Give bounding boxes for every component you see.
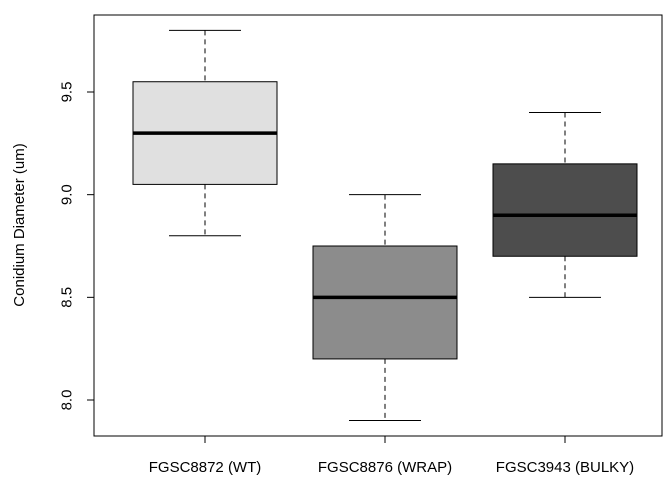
y-tick-label: 8.0 <box>58 390 75 411</box>
x-tick-label: FGSC8876 (WRAP) <box>318 459 452 476</box>
y-tick-label: 9.0 <box>58 184 75 205</box>
y-axis-label: Conidium Diameter (um) <box>11 143 28 306</box>
boxes-layer <box>132 29 638 422</box>
x-tick-label: FGSC8872 (WT) <box>149 459 262 476</box>
box-group <box>492 112 638 298</box>
y-axis: 8.0 8.5 9.0 9.5 <box>58 82 94 411</box>
y-tick-label: 8.5 <box>58 287 75 308</box>
box-group <box>312 194 458 422</box>
x-axis: FGSC8872 (WT) FGSC8876 (WRAP) FGSC3943 (BU… <box>149 436 634 476</box>
box-iqr <box>312 245 458 360</box>
plot-frame <box>93 14 663 437</box>
x-tick-label: FGSC3943 (BULKY) <box>496 459 634 476</box>
box-group <box>132 29 278 237</box>
y-tick-label: 9.5 <box>58 82 75 103</box>
box-iqr <box>492 163 638 257</box>
